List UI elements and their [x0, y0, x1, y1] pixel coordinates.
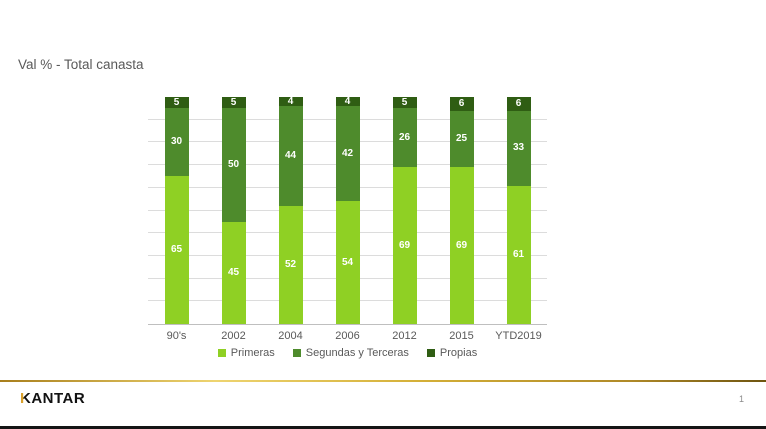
- bar-segment-primeras: 52: [278, 205, 303, 324]
- stacked-bar: 61 33 6: [506, 97, 531, 324]
- bar-segment-segundas-y-terceras: 30: [164, 108, 189, 177]
- bar-segment-propias: 5: [392, 96, 417, 109]
- stacked-bar: 45 50 5: [221, 96, 246, 324]
- kantar-logo: KANTAR: [20, 390, 85, 407]
- legend-item: Segundas y Terceras: [292, 347, 409, 359]
- bar-segment-primeras: 69: [392, 167, 417, 324]
- bar-value-label: 69: [455, 239, 468, 251]
- bar-segment-segundas-y-terceras: 50: [221, 108, 246, 222]
- stacked-bar: 69 26 5: [392, 96, 417, 324]
- bar-segment-segundas-y-terceras: 42: [335, 106, 360, 202]
- bar-value-label: 6: [515, 97, 522, 109]
- bar-value-label: 4: [344, 95, 351, 107]
- kantar-logo-k: K: [20, 390, 32, 407]
- bar-value-label: 52: [284, 258, 297, 270]
- legend-swatch: [217, 349, 226, 357]
- bar-value-label: 33: [512, 142, 525, 154]
- bar-segment-propias: 6: [449, 97, 474, 111]
- bar-value-label: 5: [401, 96, 408, 108]
- x-axis-label: 2004: [278, 330, 303, 342]
- bar-value-label: 44: [284, 150, 297, 162]
- bar-value-label: 61: [512, 248, 525, 260]
- bottom-border-bar: [0, 426, 766, 429]
- bar-segment-segundas-y-terceras: 33: [506, 110, 531, 186]
- plot-area: 65 30 5 45 50 5 52 44 4 54 42 4 69 26 5 69 25 6 61 33 6: [148, 95, 547, 325]
- legend-item: Primeras: [217, 347, 275, 359]
- bar-value-label: 6: [458, 97, 465, 109]
- x-axis-label: 90's: [166, 330, 187, 342]
- bar-value-label: 65: [170, 244, 183, 256]
- bar-segment-propias: 5: [221, 96, 246, 109]
- bar-value-label: 69: [398, 239, 411, 251]
- bar-segment-primeras: 65: [164, 176, 189, 324]
- stacked-bar: 52 44 4: [278, 95, 303, 324]
- bar-segment-propias: 4: [278, 95, 303, 107]
- stacked-bar: 65 30 5: [164, 96, 189, 324]
- stacked-bar: 69 25 6: [449, 97, 474, 324]
- bar-value-label: 5: [173, 96, 180, 108]
- x-axis-label: 2015: [449, 330, 474, 342]
- legend-swatch: [292, 349, 301, 357]
- bar-value-label: 50: [227, 159, 240, 171]
- bar-value-label: 25: [455, 133, 468, 144]
- bar-value-label: 4: [287, 95, 294, 107]
- page-number: 1: [738, 394, 744, 404]
- bar-value-label: 54: [341, 256, 354, 268]
- bar-segment-primeras: 69: [449, 167, 474, 324]
- bar-value-label: 42: [341, 147, 354, 159]
- bar-value-label: 45: [227, 266, 240, 278]
- stacked-bar: 54 42 4: [335, 95, 360, 324]
- bar-segment-segundas-y-terceras: 26: [392, 108, 417, 168]
- legend-label: Propias: [439, 347, 478, 359]
- legend-label: Primeras: [230, 347, 275, 359]
- page-title: Val % - Total canasta: [18, 57, 144, 72]
- bar-value-label: 30: [170, 136, 183, 148]
- bar-segment-segundas-y-terceras: 25: [449, 110, 474, 168]
- x-axis-label: 2002: [221, 330, 246, 342]
- kantar-logo-rest: ANTAR: [31, 390, 86, 407]
- legend-swatch: [426, 349, 435, 357]
- x-axis-label: 2012: [392, 330, 417, 342]
- chart-legend: Primeras Segundas y Terceras Propias: [148, 347, 547, 359]
- bar-segment-segundas-y-terceras: 44: [278, 106, 303, 206]
- x-axis-label: 2006: [335, 330, 360, 342]
- x-axis-label: YTD2019: [495, 330, 542, 342]
- bar-segment-propias: 6: [506, 97, 531, 111]
- bar-segment-primeras: 54: [335, 201, 360, 324]
- legend-item: Propias: [426, 347, 478, 359]
- bar-segment-primeras: 61: [506, 185, 531, 324]
- gold-divider-line: [0, 380, 766, 382]
- x-axis: 90's 2002 2004 2006 2012 2015 YTD2019: [148, 330, 547, 344]
- legend-label: Segundas y Terceras: [305, 347, 409, 359]
- bar-segment-primeras: 45: [221, 221, 246, 324]
- bar-segment-propias: 4: [335, 95, 360, 107]
- bar-value-label: 5: [230, 96, 237, 108]
- bar-segment-propias: 5: [164, 96, 189, 109]
- bar-value-label: 26: [398, 131, 411, 143]
